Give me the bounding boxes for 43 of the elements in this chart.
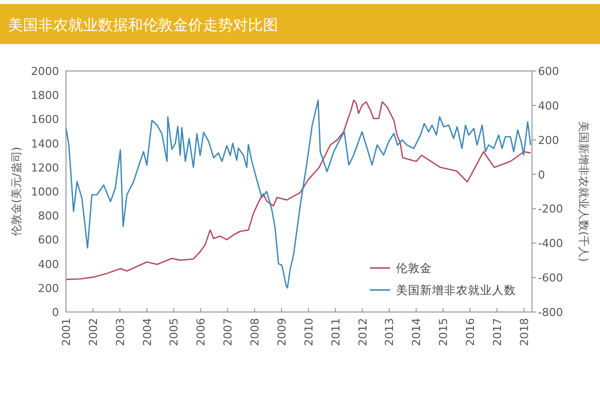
x-tick-label: 2016 [464,318,478,346]
y2-tick-label: -400 [538,237,563,250]
y2-axis-title: 美国新增非农就业人数(千人) [577,121,590,262]
y-tick-label: 600 [38,234,59,247]
x-tick-label: 2001 [60,318,73,346]
x-tick-label: 2004 [140,318,154,346]
x-tick-label: 2010 [302,318,316,346]
x-tick-label: 2012 [356,318,370,346]
legend-label: 伦敦金 [396,261,432,275]
x-tick-label: 2005 [168,318,181,346]
y2-tick-label: 400 [538,99,559,112]
y-tick-label: 1600 [31,113,59,126]
y2-tick-label: -800 [538,306,563,319]
y-tick-label: 1200 [31,161,59,174]
x-tick-label: 2003 [114,318,127,346]
y2-tick-label: -200 [538,202,563,216]
x-tick-label: 2014 [410,318,424,346]
y-tick-label: 400 [38,258,59,271]
x-tick-label: 2007 [222,318,235,346]
y2-tick-label: -600 [538,272,563,285]
y2-tick-label: 0 [538,168,545,182]
x-tick-label: 2008 [248,318,262,346]
x-tick-label: 2017 [490,318,504,346]
title-band: 美国非农就业数据和伦敦金价走势对比图 [0,4,600,44]
y-tick-label: 200 [38,282,59,295]
y-axis-title: 伦敦金(美元/盎司) [10,146,23,236]
chart-title: 美国非农就业数据和伦敦金价走势对比图 [8,16,278,34]
x-tick-label: 2015 [437,318,450,346]
y-tick-label: 1800 [31,89,59,102]
y-tick-label: 800 [38,210,59,223]
y-tick-label: 1000 [31,186,59,198]
y2-tick-label: 200 [538,134,559,147]
x-tick-label: 2018 [518,318,531,346]
x-tick-label: 2013 [383,318,396,346]
x-tick-label: 2009 [275,318,288,346]
y2-tick-label: 600 [538,65,559,78]
legend-label: 美国新增非农就业人数 [396,283,516,297]
x-tick-label: 2002 [86,318,100,346]
x-tick-label: 2006 [194,318,208,346]
y-tick-label: 1400 [31,137,59,150]
y-tick-label: 2000 [31,65,59,78]
y-tick-label: 0 [52,306,59,319]
x-tick-label: 2011 [329,318,342,346]
